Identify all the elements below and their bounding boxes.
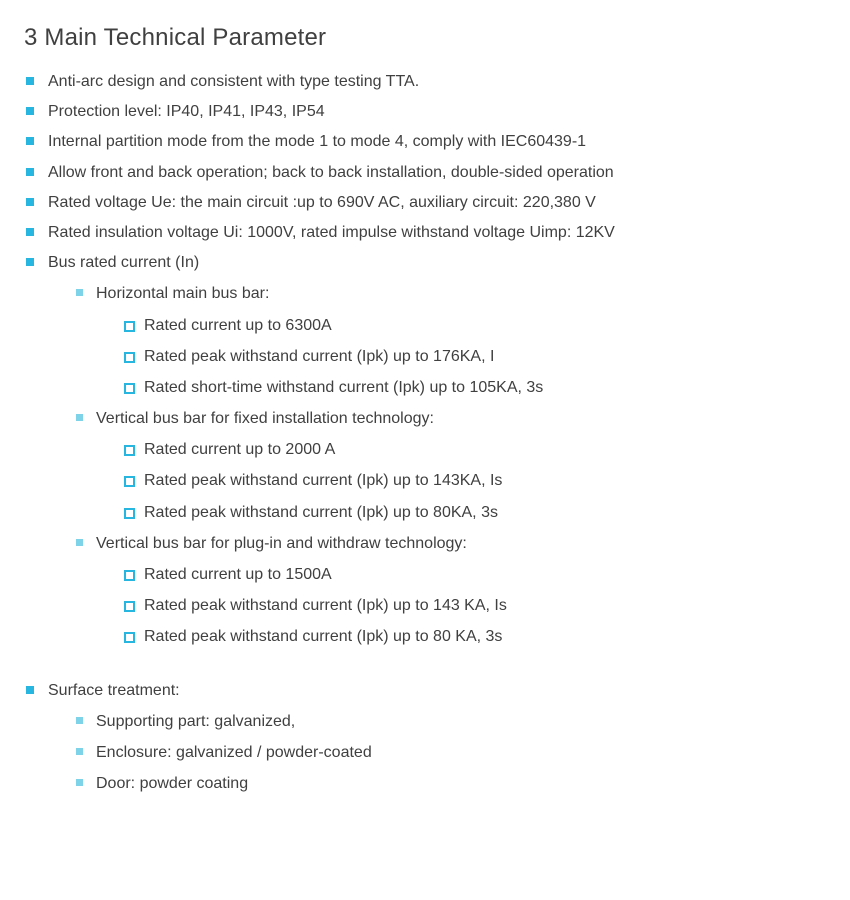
list-item-text: Rated voltage Ue: the main circuit :up t…: [48, 194, 596, 211]
list-item-text: Rated peak withstand current (Ipk) up to…: [144, 628, 502, 645]
list-item-text: Rated current up to 1500A: [144, 566, 332, 583]
sub-sub-list: Rated current up to 2000 A Rated peak wi…: [122, 438, 826, 524]
list-item-text: Rated current up to 6300A: [144, 317, 332, 334]
spacer: [24, 657, 826, 679]
list-item: Rated peak withstand current (Ipk) up to…: [122, 501, 826, 524]
sub-sub-list: Rated current up to 1500A Rated peak wit…: [122, 563, 826, 649]
list-item: Rated voltage Ue: the main circuit :up t…: [24, 191, 826, 214]
list-item-text: Surface treatment:: [48, 682, 180, 699]
sub-list: Supporting part: galvanized, Enclosure: …: [74, 710, 826, 796]
list-item: Protection level: IP40, IP41, IP43, IP54: [24, 100, 826, 123]
list-item: Rated peak withstand current (Ipk) up to…: [122, 345, 826, 368]
parameter-list: Anti-arc design and consistent with type…: [24, 70, 826, 649]
list-item: Anti-arc design and consistent with type…: [24, 70, 826, 93]
list-item-text: Vertical bus bar for fixed installation …: [96, 410, 434, 427]
list-item: Rated short-time withstand current (Ipk)…: [122, 376, 826, 399]
list-item: Enclosure: galvanized / powder-coated: [74, 741, 826, 764]
list-item: Horizontal main bus bar: Rated current u…: [74, 282, 826, 399]
list-item-text: Rated peak withstand current (Ipk) up to…: [144, 504, 498, 521]
list-item-text: Anti-arc design and consistent with type…: [48, 73, 419, 90]
list-item-text: Allow front and back operation; back to …: [48, 164, 614, 181]
list-item: Vertical bus bar for plug-in and withdra…: [74, 532, 826, 649]
list-item: Rated insulation voltage Ui: 1000V, rate…: [24, 221, 826, 244]
list-item: Surface treatment: Supporting part: galv…: [24, 679, 826, 796]
list-item-text: Bus rated current (In): [48, 254, 199, 271]
list-item-text: Door: powder coating: [96, 775, 248, 792]
sub-list: Horizontal main bus bar: Rated current u…: [74, 282, 826, 648]
list-item-text: Protection level: IP40, IP41, IP43, IP54: [48, 103, 325, 120]
list-item-text: Supporting part: galvanized,: [96, 713, 295, 730]
list-item-text: Rated peak withstand current (Ipk) up to…: [144, 472, 502, 489]
list-item-text: Horizontal main bus bar:: [96, 285, 269, 302]
list-item: Rated peak withstand current (Ipk) up to…: [122, 469, 826, 492]
list-item: Rated peak withstand current (Ipk) up to…: [122, 625, 826, 648]
list-item: Door: powder coating: [74, 772, 826, 795]
list-item-text: Rated peak withstand current (Ipk) up to…: [144, 348, 494, 365]
list-item: Rated current up to 6300A: [122, 314, 826, 337]
list-item-text: Internal partition mode from the mode 1 …: [48, 133, 586, 150]
list-item: Rated current up to 1500A: [122, 563, 826, 586]
list-item-text: Rated short-time withstand current (Ipk)…: [144, 379, 543, 396]
list-item: Rated current up to 2000 A: [122, 438, 826, 461]
list-item-text: Enclosure: galvanized / powder-coated: [96, 744, 372, 761]
page-title: 3 Main Technical Parameter: [24, 24, 826, 52]
list-item: Internal partition mode from the mode 1 …: [24, 130, 826, 153]
sub-sub-list: Rated current up to 6300A Rated peak wit…: [122, 314, 826, 400]
list-item-text: Rated current up to 2000 A: [144, 441, 335, 458]
list-item: Supporting part: galvanized,: [74, 710, 826, 733]
list-item: Rated peak withstand current (Ipk) up to…: [122, 594, 826, 617]
list-item: Allow front and back operation; back to …: [24, 161, 826, 184]
list-item-text: Rated insulation voltage Ui: 1000V, rate…: [48, 224, 615, 241]
list-item-text: Vertical bus bar for plug-in and withdra…: [96, 535, 467, 552]
parameter-list: Surface treatment: Supporting part: galv…: [24, 679, 826, 796]
list-item-text: Rated peak withstand current (Ipk) up to…: [144, 597, 507, 614]
list-item: Bus rated current (In) Horizontal main b…: [24, 251, 826, 648]
list-item: Vertical bus bar for fixed installation …: [74, 407, 826, 524]
